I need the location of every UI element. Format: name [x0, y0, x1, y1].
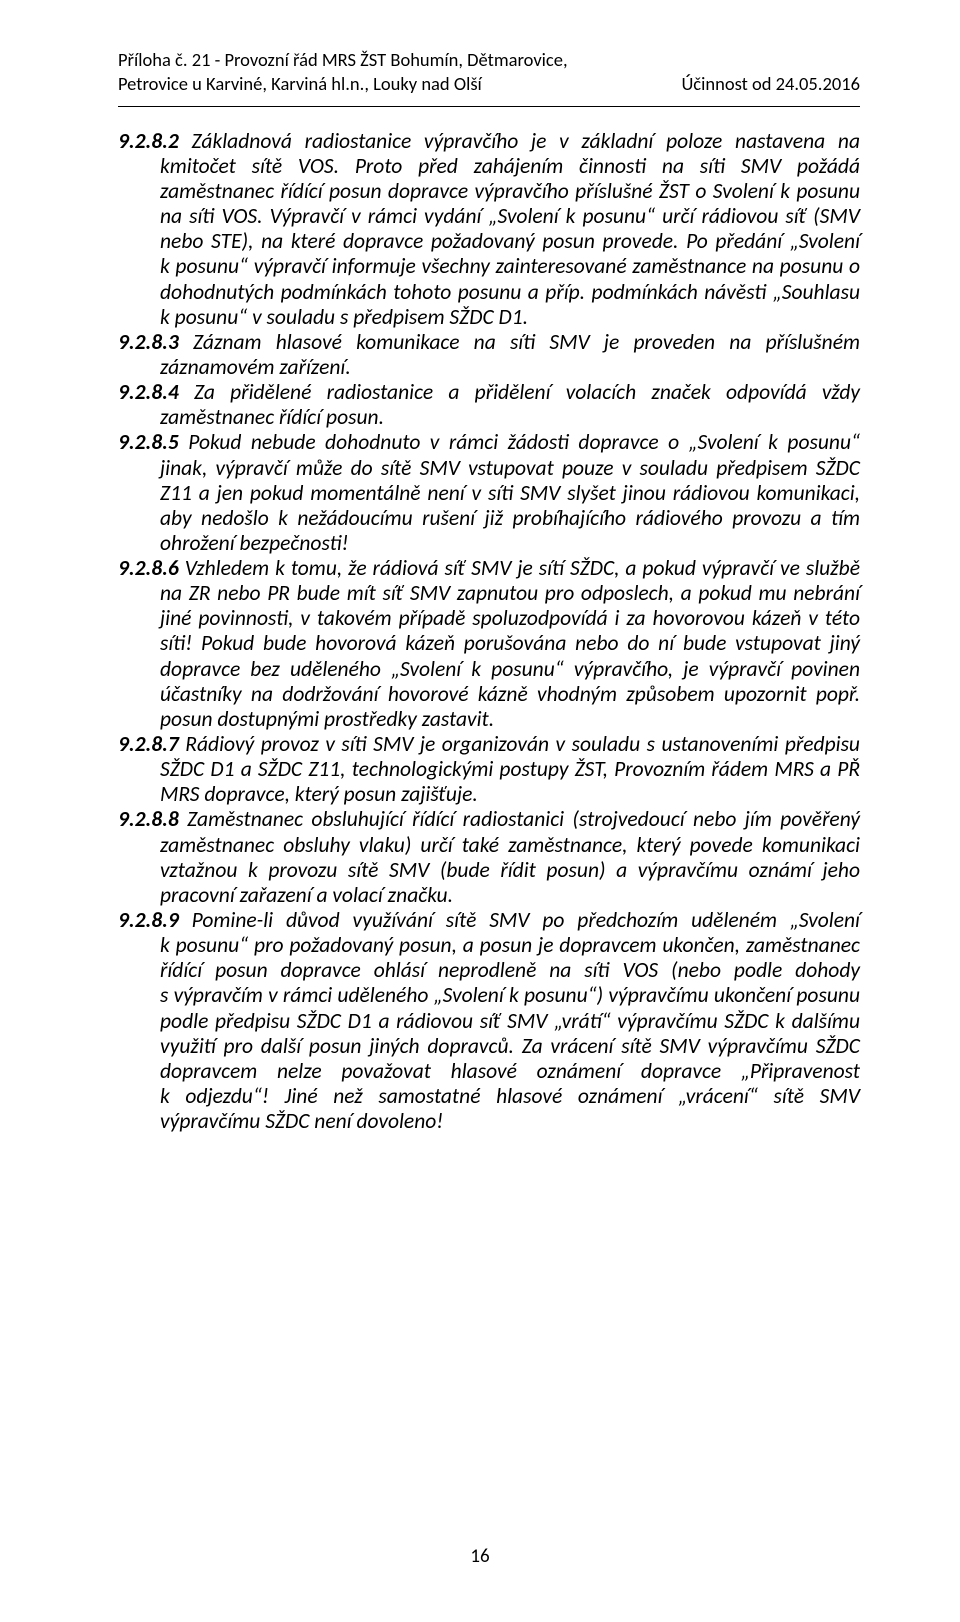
page-footer: 16: [0, 1545, 960, 1568]
page-header: Příloha č. 21 - Provozní řád MRS ŽST Boh…: [118, 48, 860, 96]
header-left-line1: Příloha č. 21 - Provozní řád MRS ŽST Boh…: [118, 48, 568, 72]
paragraph-9-2-8-5: 9.2.8.5 Pokud nebude dohodnuto v rámci ž…: [118, 430, 860, 556]
paragraph-9-2-8-2: 9.2.8.2 Základnová radiostanice výpravčí…: [118, 129, 860, 330]
para-text: Zaměstnanec obsluhující řídící radiostan…: [160, 806, 860, 907]
document-body: 9.2.8.2 Základnová radiostanice výpravčí…: [118, 129, 860, 1135]
paragraph-9-2-8-4: 9.2.8.4 Za přidělené radiostanice a přid…: [118, 380, 860, 430]
document-page: Příloha č. 21 - Provozní řád MRS ŽST Boh…: [0, 0, 960, 1622]
header-rule: [118, 106, 860, 107]
para-text: Vzhledem k tomu, že rádiová síť SMV je s…: [160, 555, 860, 732]
para-number: 9.2.8.4: [118, 379, 179, 405]
paragraph-9-2-8-3: 9.2.8.3 Záznam hlasové komunikace na sít…: [118, 330, 860, 380]
paragraph-9-2-8-9: 9.2.8.9 Pomine-li důvod využívání sítě S…: [118, 908, 860, 1134]
para-text: Rádiový provoz v síti SMV je organizován…: [160, 731, 860, 807]
para-text: Záznam hlasové komunikace na síti SMV je…: [160, 329, 860, 380]
header-right: Účinnost od 24.05.2016: [681, 48, 860, 96]
paragraph-9-2-8-7: 9.2.8.7 Rádiový provoz v síti SMV je org…: [118, 732, 860, 807]
para-number: 9.2.8.6: [118, 555, 179, 581]
para-text: Pokud nebude dohodnuto v rámci žádosti d…: [160, 429, 860, 556]
para-text: Základnová radiostanice výpravčího je v …: [160, 128, 860, 330]
para-number: 9.2.8.7: [118, 731, 179, 757]
para-text: Za přidělené radiostanice a přidělení vo…: [160, 379, 860, 430]
paragraph-9-2-8-6: 9.2.8.6 Vzhledem k tomu, že rádiová síť …: [118, 556, 860, 732]
header-left-line2: Petrovice u Karviné, Karviná hl.n., Louk…: [118, 72, 568, 96]
para-number: 9.2.8.8: [118, 806, 179, 832]
paragraph-9-2-8-8: 9.2.8.8 Zaměstnanec obsluhující řídící r…: [118, 807, 860, 908]
para-number: 9.2.8.9: [118, 907, 179, 933]
header-left: Příloha č. 21 - Provozní řád MRS ŽST Boh…: [118, 48, 568, 95]
para-number: 9.2.8.2: [118, 128, 179, 154]
para-text: Pomine-li důvod využívání sítě SMV po př…: [160, 907, 860, 1134]
para-number: 9.2.8.3: [118, 329, 179, 355]
para-number: 9.2.8.5: [118, 429, 179, 455]
page-number: 16: [470, 1545, 489, 1568]
